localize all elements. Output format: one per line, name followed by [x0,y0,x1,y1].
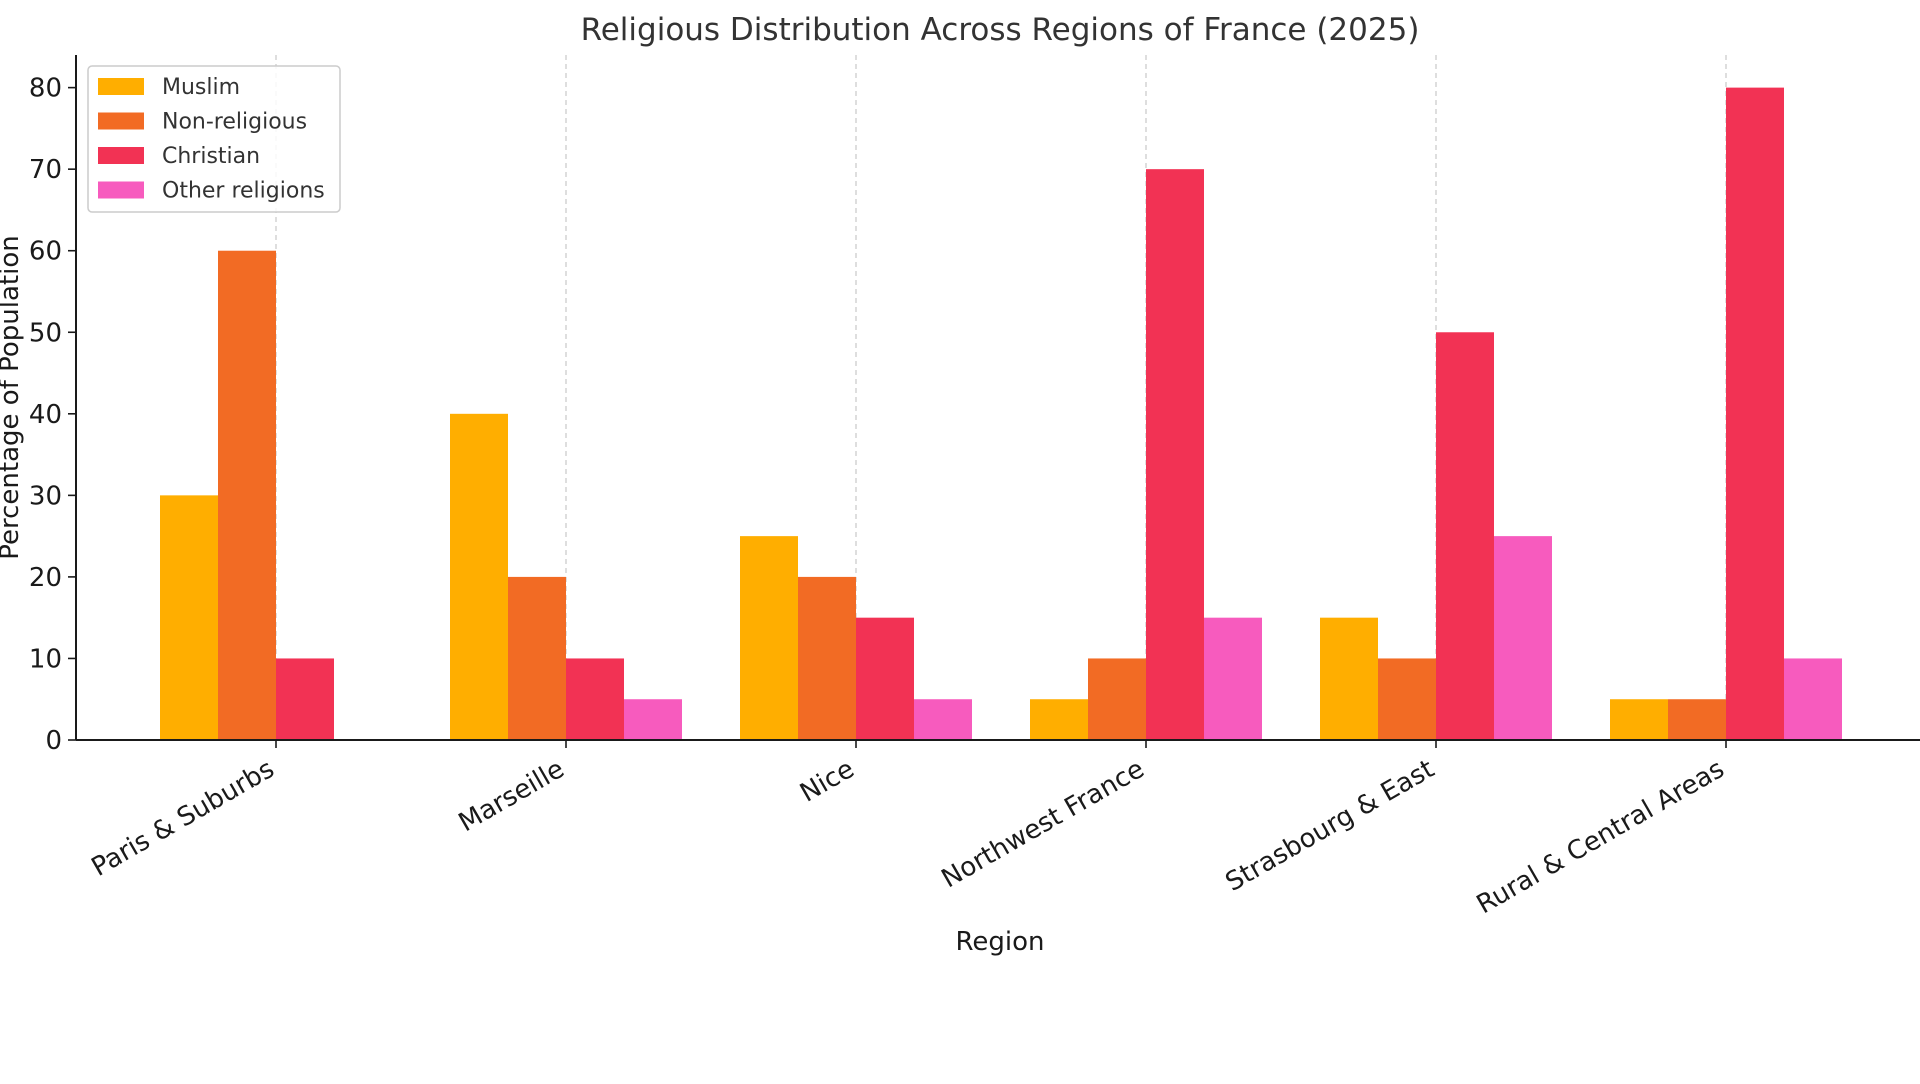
y-tick-label: 0 [45,726,62,756]
legend-swatch [98,112,144,130]
legend-label: Non-religious [162,110,307,135]
x-tick-label: Paris & Suburbs [87,754,280,883]
y-axis-ticks: 0 10 20 30 40 50 60 70 80 [29,74,76,756]
bar [160,495,218,740]
y-tick-label: 10 [29,644,62,674]
y-axis-label: Percentage of Population [0,235,25,559]
bar [624,699,682,740]
bar [508,576,566,740]
y-tick-label: 40 [29,400,62,430]
bar [1784,658,1842,740]
bar [914,699,972,740]
legend-swatch [98,78,144,95]
legend-label: Christian [162,144,260,169]
y-tick-label: 80 [29,74,62,104]
bar [218,250,276,740]
bar [1320,617,1378,740]
bar [1610,699,1668,740]
legend-box [87,65,341,213]
x-tick-label: Strasbourg & East [1221,754,1440,898]
legend-swatch [98,147,144,164]
x-tick-label: Nice [795,754,859,808]
x-tick-label: Northwest France [937,754,1150,894]
series-christian [276,87,1784,741]
x-axis-label: Region [955,927,1044,957]
series-other-religions [624,536,1842,740]
y-tick-label: 30 [29,481,62,511]
bar [276,658,334,740]
y-tick-label: 20 [29,563,62,593]
bar [798,576,856,740]
bar [450,413,508,740]
bar [1436,332,1494,740]
chart-title: Religious Distribution Across Regions of… [581,12,1420,48]
legend-swatch [98,181,144,199]
legend-label: Other religions [162,179,325,204]
bar [1146,169,1204,740]
bar [1726,87,1784,741]
series-non-religious [218,250,1726,740]
x-tick-label: Rural & Central Areas [1472,754,1730,920]
y-tick-label: 50 [29,318,62,348]
legend: Muslim Non-religious Christian Other religi… [87,65,341,213]
bar [1088,658,1146,740]
x-axis-ticks: Paris & Suburbs Marseille Nice Northwest Fr… [87,740,1730,920]
bar [740,536,798,740]
x-tick-label: Marseille [454,754,570,838]
axes [75,55,1920,741]
bar [1378,658,1436,740]
bar [1668,699,1726,740]
legend-label: Muslim [162,75,240,100]
bar [1030,699,1088,740]
y-tick-label: 70 [29,155,62,185]
series-muslim [160,413,1668,740]
bar [566,658,624,740]
bar [1204,617,1262,740]
y-tick-label: 60 [29,237,62,267]
bar-series [160,87,1842,741]
bar [856,617,914,740]
bar [1494,536,1552,740]
